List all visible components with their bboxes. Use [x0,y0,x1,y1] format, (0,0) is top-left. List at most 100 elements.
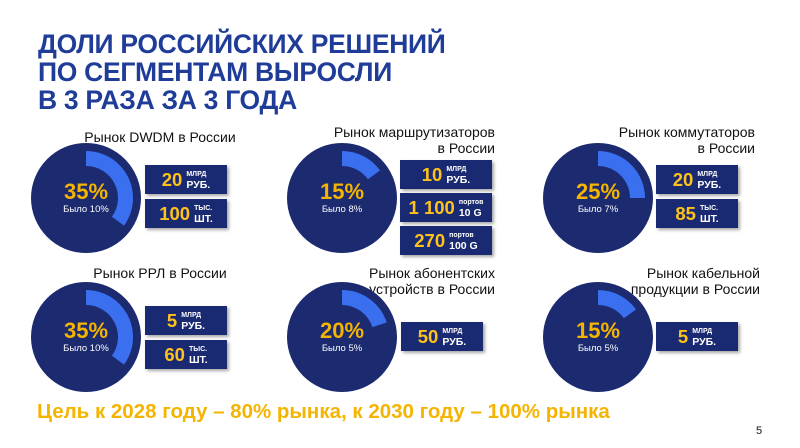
metric-unit: ТЫС. ШТ. [189,345,208,365]
metric-unit-bottom: РУБ. [181,319,206,332]
title-line: В 3 РАЗА ЗА 3 ГОДА [38,85,297,115]
metric-unit: ТЫС. ШТ. [194,204,213,224]
donut-center: 35% Было 10% [31,282,141,392]
donut-share-segment [86,290,133,365]
slide-title: ДОЛИ РОССИЙСКИХ РЕШЕНИЙ ПО СЕГМЕНТАМ ВЫР… [38,30,446,114]
metric-unit: МЛРД РУБ. [181,311,205,331]
metric-unit: МЛРД РУБ. [446,165,470,185]
donut-ring [287,282,397,392]
metric-unit: МЛРД РУБ. [186,170,210,190]
metric-unit-bottom: ШТ. [188,353,208,366]
metric-box: 5 МЛРД РУБ. [145,306,227,335]
metric-box: 10 МЛРД РУБ. [400,160,492,189]
metric-unit-bottom: РУБ. [442,335,467,348]
metric-unit-bottom: 100 G [449,239,478,252]
metric-unit-bottom: РУБ. [692,335,717,348]
metric-unit-top: МЛРД [442,327,463,335]
metric-value: 1 100 [408,196,455,218]
metric-unit-top: МЛРД [186,170,207,178]
chart-title-line: Рынок кабельной [646,265,760,281]
donut-ring [31,143,141,253]
donut-center: 25% Было 7% [543,143,653,253]
metric-value: 5 [677,325,689,347]
metric-unit-bottom: РУБ. [446,173,471,186]
title-line: ПО СЕГМЕНТАМ ВЫРОСЛИ [38,57,392,87]
metric-box: 50 МЛРД РУБ. [401,322,483,351]
metric-unit: ТЫС. ШТ. [700,204,719,224]
donut-center: 15% Было 5% [543,282,653,392]
metric-unit-top: ТЫС. [188,345,208,353]
goal-statement: Цель к 2028 году – 80% рынка, к 2030 год… [37,400,610,423]
metric-unit-top: МЛРД [446,165,467,173]
chart-title-line: Рынок абонентских [369,265,495,281]
chart-title-switches: Рынок коммутаторов в России [560,124,755,156]
metric-unit-top: портов [458,198,484,206]
share-value: 25% [575,179,621,204]
metric-unit-top: портов [449,231,474,239]
metric-unit: МЛРД РУБ. [442,327,466,347]
donut-share-segment [342,151,381,180]
previous-share: Было 7% [577,204,619,215]
metric-unit-top: ТЫС. [699,204,719,212]
metric-value: 100 [159,202,191,224]
share-value: 15% [319,179,365,204]
metric-unit: портов 10 G [459,198,484,218]
chart-title-rrl: Рынок РРЛ в России [70,265,250,281]
metric-unit: портов 100 G [449,231,478,251]
chart-title-line: продукции в России [630,281,760,297]
metric-unit-bottom: РУБ. [697,178,722,191]
donut-rrl: 35% Было 10% [31,282,141,392]
title-line: ДОЛИ РОССИЙСКИХ РЕШЕНИЙ [38,29,446,59]
chart-title-line: устройств в России [369,281,495,297]
chart-title-line: Рынок РРЛ в России [93,265,227,281]
chart-title-subscriber-devices: Рынок абонентских устройств в России [300,265,495,297]
metric-unit-top: МЛРД [697,170,718,178]
metric-value: 60 [164,343,185,365]
donut-ring [543,143,653,253]
donut-share-segment [86,151,133,226]
metric-unit: МЛРД РУБ. [692,327,716,347]
share-value: 35% [63,179,109,204]
metric-unit-top: МЛРД [181,311,202,319]
chart-title-line: в России [437,140,495,156]
metric-box: 1 100 портов 10 G [400,193,492,222]
chart-title-cable-products: Рынок кабельной продукции в России [560,265,760,297]
share-value: 20% [319,318,365,343]
previous-share: Было 10% [63,204,109,215]
chart-title-line: Рынок DWDM в России [84,129,236,145]
donut-center: 35% Было 10% [31,143,141,253]
donut-routers: 15% Было 8% [287,143,397,253]
donut-ring [287,143,397,253]
previous-share: Было 5% [321,343,363,354]
metric-value: 20 [161,168,183,190]
metric-box: 20 МЛРД РУБ. [656,165,738,194]
metric-unit-top: ТЫС. [194,204,213,212]
metric-value: 270 [414,229,446,251]
metric-unit-bottom: 10 G [458,206,482,219]
donut-ring [543,282,653,392]
chart-title-routers: Рынок маршрутизаторов в России [300,124,495,156]
metric-value: 50 [417,325,439,347]
donut-cable-products: 15% Было 5% [543,282,653,392]
previous-share: Было 8% [321,204,363,215]
metric-value: 10 [421,163,443,185]
donut-share-segment [598,290,637,319]
donut-ring [31,282,141,392]
previous-share: Было 5% [577,343,619,354]
metric-value: 20 [672,168,694,190]
donut-dwdm: 35% Было 10% [31,143,141,253]
share-value: 15% [575,318,621,343]
donut-switches: 25% Было 7% [543,143,653,253]
donut-subscriber-devices: 20% Было 5% [287,282,397,392]
metric-box: 60 ТЫС. ШТ. [145,340,227,369]
metric-unit-top: МЛРД [692,327,713,335]
metric-unit-bottom: РУБ. [186,178,211,191]
share-value: 35% [63,318,109,343]
metric-unit-bottom: ШТ. [699,212,719,225]
chart-title-line: Рынок коммутаторов [618,124,755,140]
page-number: 5 [756,425,763,437]
donut-center: 20% Было 5% [287,282,397,392]
metric-value: 5 [166,309,178,331]
chart-title-dwdm: Рынок DWDM в России [70,129,250,145]
